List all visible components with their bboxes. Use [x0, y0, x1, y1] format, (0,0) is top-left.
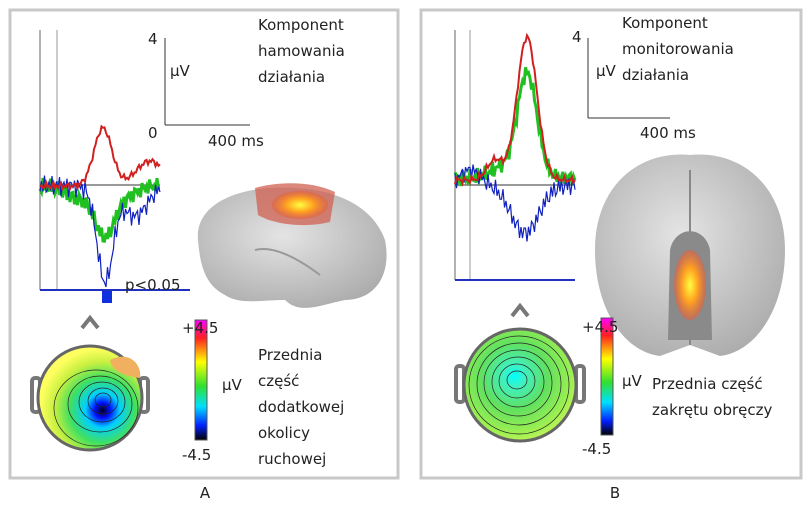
colorbar-unit: µV [222, 376, 243, 394]
scale-time: 400 ms [208, 132, 264, 150]
component-title: monitorowania [622, 40, 734, 58]
significance: p<0.05 [125, 276, 181, 294]
colorbar-min: -4.5 [582, 440, 611, 458]
component-title: Komponent [622, 14, 708, 32]
region-label: okolicy [258, 424, 310, 442]
region-label: ruchowej [258, 450, 326, 468]
scale-unit: µV [170, 62, 191, 80]
erp-trace [455, 35, 575, 184]
region-label: część [258, 372, 299, 390]
colorbar-max: +4.5 [582, 318, 618, 336]
component-title: działania [258, 68, 325, 86]
brain-lateral [198, 183, 387, 308]
panel-label: B [610, 484, 620, 502]
scale-amplitude: 4 [572, 28, 582, 46]
region-label: Przednia [258, 346, 322, 364]
scale-time: 400 ms [640, 124, 696, 142]
topomap [456, 306, 584, 441]
panel-label: A [200, 484, 211, 502]
brain-top [595, 155, 785, 356]
component-title: Komponent [258, 16, 344, 34]
colorbar-max: +4.5 [182, 319, 218, 337]
region-label: zakrętu obręczy [652, 401, 773, 419]
colorbar-unit: µV [622, 372, 643, 390]
erp-traces [455, 35, 575, 241]
region-label: Przednia część [652, 375, 763, 393]
figure: Komponent hamowania działania 4 µV 0 400… [0, 0, 808, 524]
erp-trace [40, 126, 160, 188]
scale-amplitude: 4 [148, 30, 158, 48]
topomap [32, 318, 148, 450]
component-title: działania [622, 66, 689, 84]
region-label: dodatkowej [258, 398, 344, 416]
colorbar [195, 320, 207, 440]
erp-traces [40, 126, 160, 287]
colorbar-min: -4.5 [182, 446, 211, 464]
scale-unit: µV [596, 62, 617, 80]
component-title: hamowania [258, 42, 345, 60]
scale-zero: 0 [148, 124, 158, 142]
